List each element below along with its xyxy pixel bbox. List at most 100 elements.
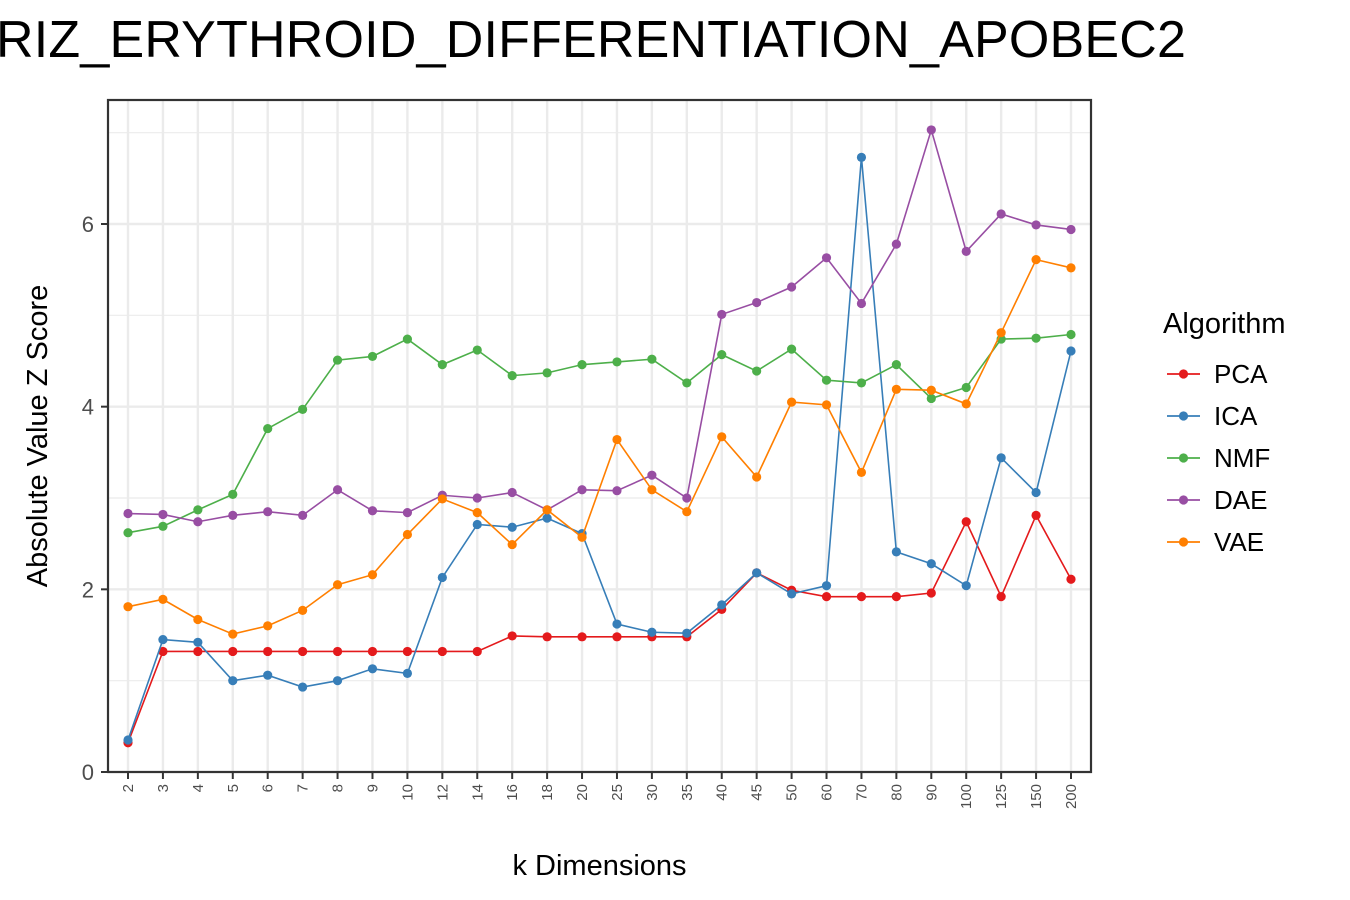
data-point-dae [367, 506, 378, 516]
legend-label: NMF [1214, 443, 1270, 473]
data-point-ica [263, 670, 273, 680]
data-point-vae [193, 614, 203, 625]
y-tick-label: 2 [82, 577, 94, 602]
series-line-ica [127, 157, 1072, 741]
data-point-nmf [961, 382, 971, 393]
data-point-ica [926, 559, 936, 569]
data-point-vae [298, 605, 308, 615]
x-tick-label: 7 [295, 784, 312, 792]
data-point-pca [891, 592, 901, 602]
data-point-pca [507, 631, 517, 641]
data-point-ica [821, 581, 832, 591]
data-point-vae [228, 629, 238, 639]
plot-border [106, 98, 1093, 774]
data-point-nmf [123, 528, 133, 538]
data-point-ica [332, 676, 343, 686]
data-point-pca [821, 592, 832, 602]
series-layer [123, 125, 1076, 748]
legend-key-point [1178, 495, 1189, 505]
data-point-nmf [298, 404, 308, 415]
x-tick-label: 80 [888, 784, 905, 801]
x-tick-label: 14 [469, 784, 486, 801]
data-point-nmf [821, 375, 832, 385]
legend-label: ICA [1214, 401, 1258, 431]
data-point-ica [158, 634, 168, 645]
x-tick-label: 9 [364, 784, 381, 792]
data-point-dae [961, 246, 971, 256]
legend-title: Algorithm [1163, 308, 1286, 340]
data-point-pca [158, 646, 168, 657]
y-tick-label: 4 [82, 395, 94, 420]
legend-label: PCA [1214, 359, 1268, 389]
legend-label: DAE [1214, 485, 1267, 515]
data-point-dae [856, 298, 867, 309]
data-point-vae [123, 602, 133, 612]
data-point-ica [367, 664, 378, 674]
x-tick-label: 90 [923, 784, 940, 801]
data-point-ica [996, 453, 1006, 463]
data-point-ica [1031, 487, 1041, 498]
data-point-nmf [158, 521, 168, 531]
data-point-pca [542, 632, 552, 642]
x-tick-label: 2 [120, 784, 137, 792]
data-point-nmf [332, 355, 343, 365]
data-point-nmf [228, 489, 238, 499]
data-point-vae [1066, 263, 1076, 273]
data-point-nmf [472, 345, 482, 355]
data-point-dae [786, 282, 797, 292]
data-point-ica [542, 513, 552, 523]
data-point-dae [577, 485, 587, 495]
data-point-vae [437, 494, 447, 504]
data-point-pca [437, 646, 447, 657]
data-point-dae [752, 297, 762, 308]
legend-key-point [1178, 411, 1189, 421]
x-tick-label: 40 [714, 784, 731, 801]
series-dae [123, 125, 1076, 527]
data-point-ica [123, 735, 133, 745]
x-tick-label: 150 [1028, 784, 1045, 809]
legend: Algorithm PCA ICA NMF DAE VAE [1163, 308, 1286, 557]
grid-lines [108, 100, 1091, 774]
data-point-vae [891, 384, 901, 394]
data-point-pca [402, 646, 413, 657]
data-point-nmf [263, 423, 273, 434]
data-point-nmf [856, 378, 867, 388]
x-tick-label: 12 [434, 784, 451, 801]
data-point-ica [612, 619, 622, 629]
x-axis-label: k Dimensions [512, 850, 686, 882]
data-point-dae [926, 125, 936, 135]
data-point-ica [647, 627, 657, 637]
data-point-dae [507, 487, 517, 498]
data-point-nmf [1031, 333, 1041, 343]
data-point-vae [402, 529, 413, 540]
data-point-vae [158, 594, 168, 604]
data-point-pca [332, 646, 343, 657]
data-point-ica [1066, 346, 1076, 356]
data-point-nmf [507, 371, 517, 381]
x-tick-label: 10 [399, 784, 416, 801]
legend-item-pca: PCA [1167, 359, 1268, 389]
legend-item-dae: DAE [1167, 485, 1267, 515]
x-tick-label: 60 [819, 784, 836, 801]
y-tick-label: 0 [82, 760, 94, 785]
series-ica [123, 152, 1076, 745]
data-point-dae [123, 508, 133, 519]
data-point-pca [996, 592, 1006, 602]
data-point-dae [298, 510, 308, 520]
data-point-pca [228, 646, 238, 657]
data-point-vae [472, 508, 482, 518]
x-tick-label: 125 [993, 784, 1010, 809]
y-axis-label: Absolute Value Z Score [22, 285, 54, 588]
series-line-pca [127, 513, 1072, 744]
data-point-dae [228, 510, 238, 520]
legend-item-vae: VAE [1167, 527, 1264, 557]
data-point-nmf [891, 360, 901, 370]
data-point-nmf [193, 505, 203, 515]
data-point-dae [332, 485, 343, 495]
data-point-dae [612, 486, 622, 496]
data-point-pca [193, 646, 203, 657]
data-point-nmf [682, 378, 692, 388]
data-point-ica [961, 581, 971, 591]
x-tick-label: 200 [1063, 784, 1080, 809]
